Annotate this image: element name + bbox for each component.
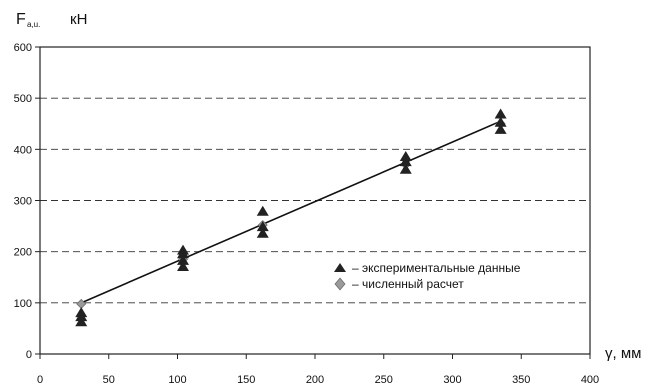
experimental-point — [256, 221, 269, 232]
experimental-point — [494, 116, 507, 127]
x-tick-label: 0 — [37, 374, 43, 386]
x-tick-label: 400 — [581, 374, 599, 386]
y-axis-label-sub: a,u. — [27, 20, 40, 29]
legend-label-experimental: – экспериментальные данные — [352, 261, 521, 275]
x-tick-label: 150 — [237, 374, 255, 386]
experimental-point — [256, 227, 269, 238]
experimental-point — [399, 151, 412, 162]
experimental-point — [256, 205, 269, 216]
experimental-point — [75, 307, 88, 318]
x-tick-label: 50 — [103, 374, 115, 386]
y-tick-label: 500 — [14, 93, 32, 105]
y-tick-label: 300 — [14, 196, 32, 208]
legend-diamond-marker — [334, 277, 346, 291]
experimental-point — [399, 163, 412, 174]
x-tick-label: 250 — [375, 374, 393, 386]
y-axis-label-unit: кН — [70, 11, 87, 28]
y-tick-label: 400 — [14, 144, 32, 156]
points-layer — [75, 108, 507, 327]
y-axis-title: F a,u. кН — [16, 11, 87, 29]
fit-line-layer — [80, 120, 501, 304]
grid-layer — [40, 97, 590, 304]
y-tick-label: 0 — [26, 349, 32, 361]
experimental-point — [494, 108, 507, 119]
y-tick-label: 600 — [14, 42, 32, 54]
x-tick-label: 100 — [168, 374, 186, 386]
x-tick-label: 300 — [443, 374, 461, 386]
x-axis-title: γ, мм — [605, 345, 641, 362]
y-axis-label-main: F — [16, 11, 26, 28]
experimental-point — [399, 156, 412, 167]
experimental-point — [177, 244, 189, 255]
legend: – экспериментальные данные – численный р… — [334, 261, 521, 291]
experimental-point — [177, 261, 189, 272]
experimental-point — [494, 123, 507, 134]
axis-layer — [35, 46, 591, 359]
fit-line — [80, 120, 501, 304]
x-tick-label: 200 — [306, 374, 324, 386]
x-tick-label: 350 — [512, 374, 530, 386]
y-tick-label: 100 — [14, 298, 32, 310]
labels-layer: 0 100 200 300 400 500 600 0 50 100 150 200 250 300 350… — [14, 42, 600, 386]
y-tick-label: 200 — [14, 247, 32, 259]
legend-label-numerical: – численный расчет — [352, 277, 464, 291]
experimental-point — [177, 254, 189, 265]
experimental-point — [75, 316, 88, 327]
legend-triangle-marker — [334, 263, 346, 272]
